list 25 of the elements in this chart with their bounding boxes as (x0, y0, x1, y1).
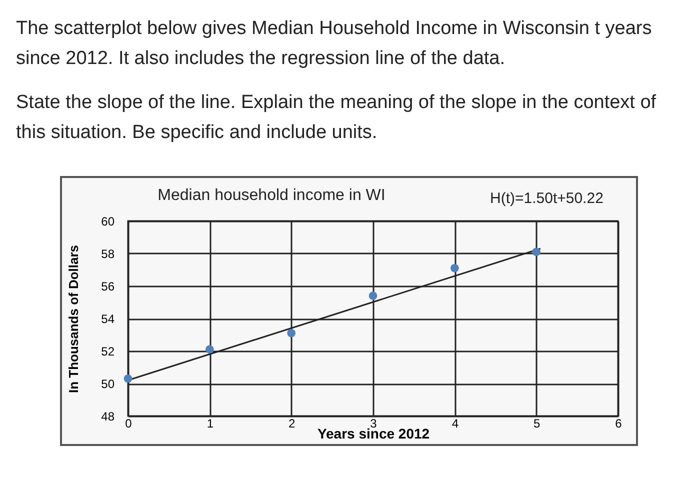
point (368, 292, 378, 300)
text: State the slope of the line. Explain the meaning of the slope in the context of this situation. Be specific and include units. (15, 91, 658, 145)
x-tick-label: 2 (288, 416, 296, 430)
x-tick-label: 3 (370, 416, 378, 430)
x-tick-label: 6 (615, 416, 622, 430)
y-tick-label: 50 (101, 377, 115, 391)
text: H(t)=1.50t+50.22 (490, 190, 604, 207)
point (124, 374, 132, 383)
y-tick-label: 60 (101, 214, 115, 228)
x-tick-label: 4 (452, 416, 459, 430)
point (287, 328, 296, 338)
y-tick-label: 56 (101, 280, 115, 294)
y-tick-label: 52 (101, 344, 115, 358)
point (450, 264, 459, 272)
y-tick-label: 58 (101, 247, 115, 261)
x-tick-label: 0 (125, 416, 132, 430)
y-tick-label: 54 (101, 312, 115, 326)
x-tick-label: 1 (206, 416, 214, 430)
x-tick-label: 5 (533, 416, 540, 430)
y-axis-title: In Thousands of Dollars (66, 244, 82, 394)
y-tick-label: 48 (101, 410, 115, 424)
text: The scatterplot below gives Median Household Income in Wisconsin t years since 2012. It also includes the regression line of the data. (15, 17, 653, 71)
chart-title: Median household income in WI (158, 187, 386, 204)
point (205, 345, 214, 354)
point (532, 248, 541, 256)
